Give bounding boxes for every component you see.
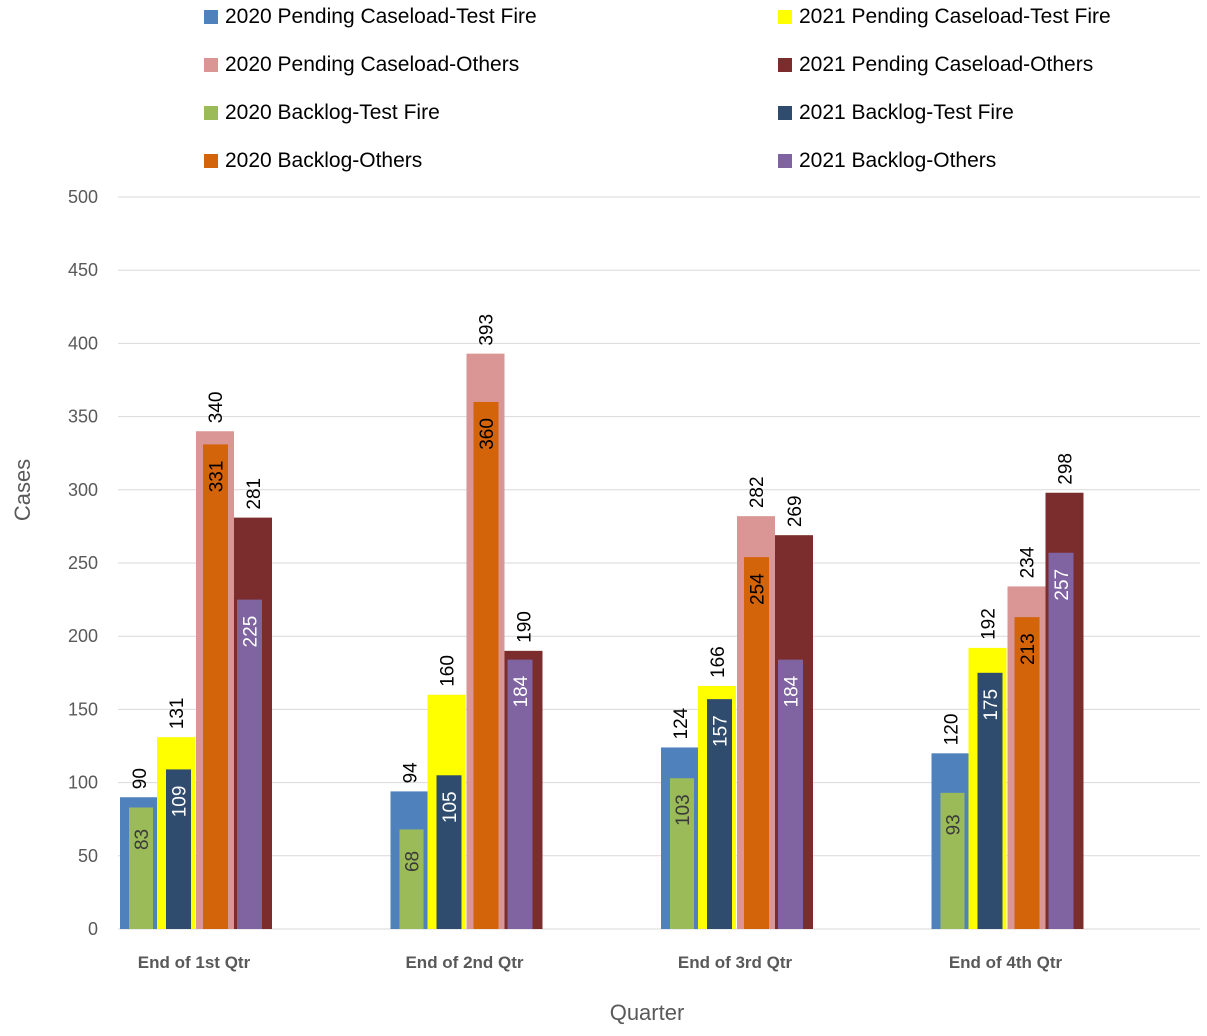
legend-swatch-2021-backlog-test-fire (778, 106, 792, 120)
legend-swatch-2020-pending-caseload-test-fire (204, 10, 218, 24)
data-label-2020-backlog-others-end-of-1st-qtr: 331 (207, 461, 228, 493)
data-label-2021-backlog-others-end-of-3rd-qtr: 184 (782, 675, 803, 707)
legend-swatch-2020-pending-caseload-others (204, 58, 218, 72)
data-label-2021-backlog-others-end-of-2nd-qtr: 184 (511, 675, 532, 707)
y-tick-label: 500 (68, 187, 98, 207)
legend-label-2021-pending-caseload-test-fire: 2021 Pending Caseload-Test Fire (799, 5, 1111, 28)
legend-label-2021-backlog-test-fire: 2021 Backlog-Test Fire (799, 101, 1014, 124)
bar-2021-backlog-others-end-of-2nd-qtr (507, 659, 533, 929)
bar-2020-backlog-others-end-of-3rd-qtr (744, 557, 769, 929)
bar-2020-backlog-test-fire-end-of-2nd-qtr (399, 829, 424, 929)
data-label-2021-pending-caseload-test-fire-end-of-2nd-qtr: 160 (438, 655, 459, 687)
y-tick-label: 350 (68, 407, 98, 427)
legend-swatch-2020-backlog-others (204, 154, 218, 168)
data-label-2020-pending-caseload-test-fire-end-of-3rd-qtr: 124 (671, 707, 692, 739)
bar-2021-backlog-test-fire-end-of-2nd-qtr (436, 775, 462, 929)
data-label-2020-pending-caseload-others-end-of-1st-qtr: 340 (206, 392, 227, 424)
data-label-2020-backlog-others-end-of-3rd-qtr: 254 (748, 573, 769, 605)
bar-2021-backlog-others-end-of-1st-qtr (237, 599, 262, 929)
data-label-2021-backlog-test-fire-end-of-1st-qtr: 109 (170, 786, 191, 818)
y-tick-label: 50 (78, 846, 98, 866)
data-label-2020-pending-caseload-test-fire-end-of-1st-qtr: 90 (130, 768, 151, 789)
bars (120, 353, 1084, 930)
y-tick-label: 0 (88, 919, 98, 939)
data-label-2021-pending-caseload-test-fire-end-of-1st-qtr: 131 (167, 698, 188, 730)
legend-label-2021-backlog-others: 2021 Backlog-Others (799, 149, 996, 172)
legend-swatch-2021-pending-caseload-others (778, 58, 792, 72)
bar-2021-backlog-others-end-of-4th-qtr (1048, 552, 1074, 929)
bar-2020-backlog-test-fire-end-of-4th-qtr (940, 792, 965, 929)
bar-2020-backlog-others-end-of-2nd-qtr (473, 401, 499, 930)
y-tick-label: 150 (68, 699, 98, 719)
x-category-label: End of 4th Qtr (949, 953, 1063, 972)
bar-2021-backlog-test-fire-end-of-4th-qtr (977, 672, 1003, 929)
y-tick-label: 400 (68, 333, 98, 353)
y-tick-label: 100 (68, 773, 98, 793)
bar-2021-backlog-test-fire-end-of-3rd-qtr (707, 699, 732, 929)
bar-2020-backlog-test-fire-end-of-1st-qtr (129, 807, 153, 929)
data-label-2021-pending-caseload-test-fire-end-of-3rd-qtr: 166 (708, 646, 729, 678)
data-label-2021-backlog-others-end-of-1st-qtr: 225 (241, 616, 262, 648)
data-label-2020-pending-caseload-test-fire-end-of-4th-qtr: 120 (942, 714, 963, 746)
data-label-2020-backlog-test-fire-end-of-3rd-qtr: 103 (673, 794, 694, 826)
data-label-2021-backlog-test-fire-end-of-3rd-qtr: 157 (711, 715, 732, 747)
data-label-2020-backlog-others-end-of-2nd-qtr: 360 (477, 418, 498, 450)
bar-2021-backlog-test-fire-end-of-1st-qtr (166, 769, 191, 929)
x-category-label: End of 2nd Qtr (405, 953, 523, 972)
legend-label-2020-backlog-test-fire: 2020 Backlog-Test Fire (225, 101, 440, 124)
data-label-2020-pending-caseload-others-end-of-2nd-qtr: 393 (477, 314, 498, 346)
data-label-2021-pending-caseload-test-fire-end-of-4th-qtr: 192 (979, 608, 1000, 640)
bar-2020-backlog-test-fire-end-of-3rd-qtr (670, 778, 694, 929)
data-label-2020-backlog-test-fire-end-of-1st-qtr: 83 (132, 829, 153, 850)
x-category-label: End of 1st Qtr (138, 953, 251, 972)
data-label-2020-pending-caseload-others-end-of-3rd-qtr: 282 (747, 476, 768, 508)
legend: 2020 Pending Caseload-Test Fire 2021 Pend… (204, 5, 1111, 172)
legend-label-2020-pending-caseload-others: 2020 Pending Caseload-Others (225, 53, 519, 76)
legend-swatch-2021-pending-caseload-test-fire (778, 10, 792, 24)
data-label-2020-backlog-others-end-of-4th-qtr: 213 (1018, 633, 1039, 665)
bar-2020-backlog-others-end-of-1st-qtr (203, 444, 228, 929)
data-label-2021-backlog-test-fire-end-of-2nd-qtr: 105 (440, 791, 461, 823)
y-tick-label: 300 (68, 480, 98, 500)
bar-2020-backlog-others-end-of-4th-qtr (1014, 617, 1040, 929)
data-label-2021-backlog-others-end-of-4th-qtr: 257 (1052, 569, 1073, 601)
data-label-2021-pending-caseload-others-end-of-2nd-qtr: 190 (515, 611, 536, 643)
legend-swatch-2021-backlog-others (778, 154, 792, 168)
legend-swatch-2020-backlog-test-fire (204, 106, 218, 120)
data-label-2020-pending-caseload-others-end-of-4th-qtr: 234 (1018, 546, 1039, 578)
gridlines (118, 196, 1200, 930)
bar-2021-backlog-others-end-of-3rd-qtr (778, 659, 803, 929)
data-label-2020-backlog-test-fire-end-of-4th-qtr: 93 (944, 814, 965, 835)
legend-label-2021-pending-caseload-others: 2021 Pending Caseload-Others (799, 53, 1093, 76)
data-label-2020-pending-caseload-test-fire-end-of-2nd-qtr: 94 (401, 762, 422, 784)
y-axis-title: Cases (10, 459, 35, 521)
x-axis-categories: End of 1st Qtr End of 2nd Qtr End of 3rd Q… (138, 953, 1063, 972)
legend-label-2020-pending-caseload-test-fire: 2020 Pending Caseload-Test Fire (225, 5, 537, 28)
y-tick-label: 200 (68, 626, 98, 646)
y-axis-ticks: 0 50 100 150 200 250 300 350 400 450 500 (68, 187, 98, 939)
data-label-2021-pending-caseload-others-end-of-4th-qtr: 298 (1056, 453, 1077, 485)
data-label-2021-pending-caseload-others-end-of-1st-qtr: 281 (244, 478, 265, 510)
legend-label-2020-backlog-others: 2020 Backlog-Others (225, 149, 422, 172)
y-tick-label: 450 (68, 260, 98, 280)
data-labels: 90 131 340 281 83 109 331 225 94 160 393 190 68 105 36… (130, 314, 1077, 872)
x-category-label: End of 3rd Qtr (678, 953, 793, 972)
x-axis-title: Quarter (610, 1000, 685, 1025)
data-label-2020-backlog-test-fire-end-of-2nd-qtr: 68 (403, 851, 424, 872)
data-label-2021-backlog-test-fire-end-of-4th-qtr: 175 (981, 689, 1002, 721)
data-label-2021-pending-caseload-others-end-of-3rd-qtr: 269 (785, 495, 806, 527)
y-tick-label: 250 (68, 553, 98, 573)
